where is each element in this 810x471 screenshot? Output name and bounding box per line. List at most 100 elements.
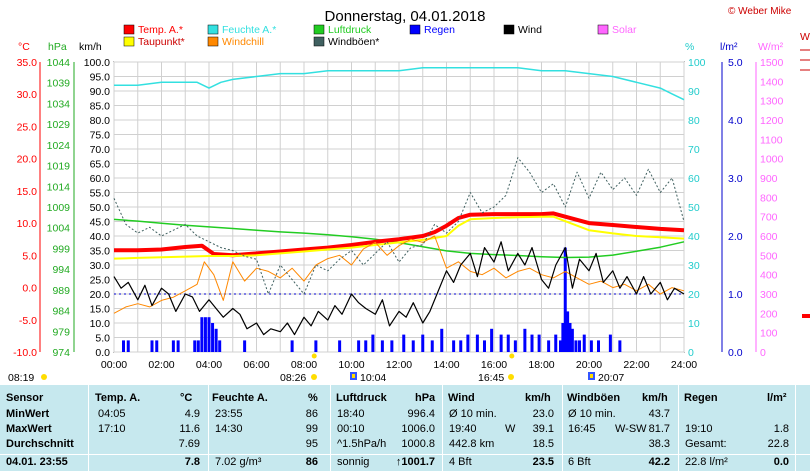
stats-rain-time: 22.8 l/m² [685,456,728,468]
rain-bar [547,340,551,352]
rain-bar [597,340,600,352]
x-tick-label: 02:00 [148,359,174,371]
stats-press-time: 18:40 [337,408,365,420]
wind-tick-label: 10.0 [90,318,111,330]
stats-column-separator [208,385,209,471]
legend-swatch [313,36,325,47]
rain-bar [214,328,218,352]
solar-tick-label: 100 [760,328,778,340]
rain-bar [466,334,470,352]
legend-swatch [123,36,135,47]
wind-tick-label: 20.0 [90,289,111,301]
stats-row-label: Durchschnitt [6,438,74,450]
press-tick-label: 1014 [47,181,71,193]
stats-row-label: 04.01. 23:55 [6,456,68,468]
chart-axes: 35.0 30.0 25.0 20.0 15.0 10.0 5.0 0.0 -5.0 -10.0 1… [13,31,810,371]
wind-tick-label: 90.0 [90,86,111,98]
rain-bar [218,340,222,352]
sun-icon [508,374,514,380]
x-tick-label: 10:00 [338,359,364,371]
rain-bars [122,247,622,352]
wind-axis-unit: km/h [79,41,102,53]
stats-gust-value: 42.2 [648,456,670,468]
rain-bar [513,340,517,352]
press-tick-label: 989 [52,285,70,297]
temp-tick-label: -5.0 [19,315,37,327]
stats-header-wind: Wind [448,392,475,404]
stats-column-separator [88,385,89,471]
x-tick-label: 18:00 [528,359,554,371]
stats-header-gust: Windböen [567,392,621,404]
marker-label: 10:04 [360,372,386,384]
rain-axis-unit: l/m² [720,41,738,53]
solar-tick-label: 300 [760,289,778,301]
legend-swatch [597,24,609,35]
rain-bar [608,334,612,352]
rain-bar [499,334,503,352]
temp-tick-label: 20.0 [17,154,38,166]
legend-swatch [123,24,135,35]
rain-tick-label: 5.0 [728,57,743,69]
legend-label: Solar [612,24,637,36]
legend-swatch [409,24,421,35]
stats-wind-time: 19:40 [449,423,477,435]
rain-bar [364,340,368,352]
hum-tick-label: 60 [688,173,700,185]
stats-column-separator [795,385,796,471]
rain-bar [200,317,204,352]
moon-icon [590,374,593,378]
chart-legend: Temp. A.* Feuchte A.* Luftdruck Regen Wind So… [123,24,637,48]
press-tick-label: 1009 [47,202,71,214]
stats-hum-value: 95 [305,438,318,450]
stats-wind-value: 23.5 [532,456,554,468]
chart-grid [113,61,685,353]
series-temp-a [114,211,685,258]
rain-bar [568,323,572,352]
sun-icon [509,353,515,359]
hum-tick-label: 70 [688,144,700,156]
stats-rain-time: 19:10 [685,423,713,435]
stats-hum-value: 86 [305,408,318,420]
wind-tick-label: 65.0 [90,159,111,171]
stats-column-separator [442,385,443,471]
sun-icon [311,353,317,359]
hum-tick-label: 50 [688,202,700,214]
edge-mark [802,314,810,318]
stats-gust-time: 16:45 [568,423,596,435]
stats-gust-time: 6 Bft [568,456,591,468]
rain-bar [390,340,394,352]
rain-bar [578,340,581,352]
rain-tick-label: 4.0 [728,115,743,127]
stats-header-press-unit: hPa [415,392,436,404]
wind-tick-label: 55.0 [90,188,111,200]
marker-label: 08:26 [280,372,306,384]
x-tick-label: 04:00 [196,359,222,371]
hum-tick-label: 0 [688,347,694,359]
stats-header-press: Luftdruck [336,392,387,404]
rain-bar [402,334,406,352]
solar-tick-label: 900 [760,173,778,185]
rain-bar [122,340,125,352]
stats-press-value: 1006.0 [401,423,435,435]
solar-tick-label: 700 [760,212,778,224]
rain-bar [559,340,562,352]
rain-bar [421,334,425,352]
hum-tick-label: 30 [688,260,700,272]
solar-tick-label: 500 [760,250,778,262]
hum-tick-label: 90 [688,86,700,98]
series-windchill [113,235,685,314]
rain-bar [411,340,415,352]
rain-bar [570,328,574,352]
rain-bar [243,340,247,352]
rain-bar [554,334,558,352]
rain-bar [440,328,444,352]
stats-column-separator [562,385,563,471]
x-tick-label: 12:00 [386,359,412,371]
solar-tick-label: 600 [760,231,778,243]
legend-label: Windchill [222,36,264,48]
press-tick-label: 1039 [47,78,71,90]
rain-bar [537,334,541,352]
legend-swatch [503,24,515,35]
temp-tick-label: 5.0 [22,250,37,262]
sun-moon-markers: 08:19 08:26 10:04 16:45 20:07 [8,353,624,384]
